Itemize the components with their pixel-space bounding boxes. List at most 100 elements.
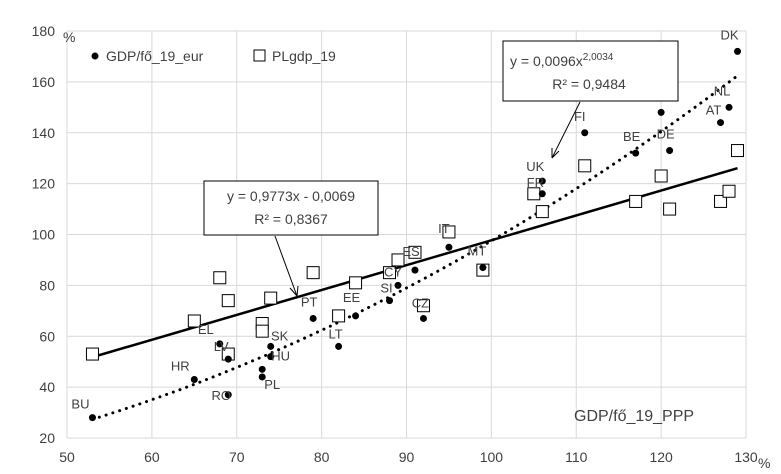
gdp-point bbox=[224, 391, 232, 399]
plgdp-point bbox=[731, 144, 745, 158]
legend-marker-plgdp bbox=[253, 49, 266, 62]
gdp-point bbox=[267, 353, 275, 361]
legend-label-gdp: GDP/fő_19_eur bbox=[106, 48, 204, 64]
power-callout-arrowhead bbox=[551, 148, 560, 159]
plgdp-point bbox=[578, 159, 592, 173]
linear-equation-box: y = 0,9773x - 0,0069 R² = 0,8367 bbox=[203, 180, 379, 297]
x-tick-label: 60 bbox=[144, 449, 160, 465]
gdp-point bbox=[666, 147, 674, 155]
point-label: BE bbox=[623, 129, 641, 144]
y-tick-label: 40 bbox=[39, 379, 55, 395]
y-tick-label: 100 bbox=[32, 227, 56, 243]
point-label: UK bbox=[526, 159, 544, 174]
point-label: BU bbox=[71, 397, 89, 412]
axis-ticks: 50 60 70 80 90 100 110 120 130 20 40 60 80 100 120 140 1… bbox=[32, 23, 758, 465]
plgdp-point bbox=[535, 205, 549, 219]
point-label: NL bbox=[714, 83, 731, 98]
plgdp-point bbox=[255, 324, 269, 338]
gdp-point bbox=[352, 312, 360, 320]
y-unit-label: % bbox=[63, 29, 75, 45]
x-axis-title: GDP/fő_19_PPP bbox=[574, 408, 694, 425]
x-tick-label: 100 bbox=[480, 449, 504, 465]
linear-callout-arrowhead bbox=[289, 285, 299, 297]
plgdp-point bbox=[332, 309, 346, 323]
y-tick-label: 160 bbox=[32, 74, 56, 90]
gdp-point bbox=[216, 340, 224, 348]
point-label: LT bbox=[328, 326, 342, 341]
point-label: IT bbox=[438, 221, 450, 236]
plgdp-point bbox=[85, 347, 99, 361]
point-label: RO bbox=[212, 388, 232, 403]
plgdp-point bbox=[442, 225, 456, 239]
gdp-point bbox=[394, 281, 402, 289]
x-tick-label: 70 bbox=[229, 449, 245, 465]
plgdp-point bbox=[187, 314, 201, 328]
gdp-point bbox=[224, 355, 232, 363]
plgdp-point bbox=[213, 271, 227, 285]
gdp-point bbox=[258, 365, 266, 373]
point-label: EL bbox=[198, 322, 214, 337]
plgdp-point bbox=[663, 202, 677, 216]
grid bbox=[66, 30, 747, 439]
x-tick-label: 130 bbox=[734, 449, 758, 465]
gdp-point bbox=[445, 243, 453, 251]
y-tick-label: 120 bbox=[32, 176, 56, 192]
point-label: SI bbox=[380, 281, 392, 296]
y-tick-label: 80 bbox=[39, 277, 55, 293]
point-label: FR bbox=[527, 175, 544, 190]
gdp-point bbox=[190, 375, 198, 383]
plgdp-point bbox=[264, 291, 278, 305]
gdp-point bbox=[717, 119, 725, 127]
point-label: ES bbox=[402, 244, 420, 259]
gdp-point bbox=[267, 342, 275, 350]
point-label: DE bbox=[657, 127, 675, 142]
plgdp-point bbox=[416, 299, 430, 313]
point-label: SK bbox=[271, 328, 289, 343]
power-equation-frame bbox=[502, 40, 679, 102]
point-label: FI bbox=[574, 109, 586, 124]
linear-equation: y = 0,9773x - 0,0069 bbox=[227, 188, 355, 204]
x-unit-label: % bbox=[758, 455, 770, 471]
gdp-point bbox=[386, 297, 394, 305]
legend-marker-gdp bbox=[91, 52, 99, 60]
power-r-squared: R² = 0,9484 bbox=[552, 76, 626, 92]
y-tick-label: 20 bbox=[39, 430, 55, 446]
x-tick-label: 80 bbox=[314, 449, 330, 465]
series-gdp-markers bbox=[88, 47, 742, 422]
point-label: HU bbox=[271, 349, 290, 364]
point-label: LV bbox=[214, 339, 229, 354]
gdp-point bbox=[657, 108, 665, 116]
gdp-point bbox=[309, 314, 317, 322]
gdp-point bbox=[258, 373, 266, 381]
plgdp-point bbox=[391, 253, 405, 267]
point-label: PT bbox=[301, 294, 318, 309]
plgdp-point bbox=[221, 294, 235, 308]
point-label: CY bbox=[384, 264, 402, 279]
plgdp-point bbox=[306, 266, 320, 280]
linear-r-squared: R² = 0,8367 bbox=[254, 211, 328, 227]
gdp-point bbox=[411, 266, 419, 274]
plgdp-point bbox=[722, 184, 736, 198]
x-tick-label: 50 bbox=[59, 449, 75, 465]
power-equation: y = 0,0096x2,0034 bbox=[510, 52, 614, 69]
y-tick-label: 140 bbox=[32, 125, 56, 141]
gdp-point bbox=[734, 47, 742, 55]
point-label: CZ bbox=[412, 295, 429, 310]
plgdp-point bbox=[654, 169, 668, 183]
plgdp-point bbox=[714, 194, 728, 208]
gdp-point bbox=[538, 177, 546, 185]
point-label: MT bbox=[467, 244, 486, 259]
series-plgdp-markers bbox=[85, 144, 745, 361]
linear-equation-frame bbox=[203, 180, 379, 236]
plgdp-point bbox=[349, 276, 363, 290]
plgdp-point bbox=[383, 266, 397, 280]
gdp-point bbox=[725, 103, 733, 111]
point-label: AT bbox=[706, 103, 722, 118]
y-tick-label: 60 bbox=[39, 328, 55, 344]
point-label: DK bbox=[720, 27, 738, 42]
gdp-point bbox=[479, 264, 487, 272]
gdp-point bbox=[581, 129, 589, 137]
power-equation-main: y = 0,0096x bbox=[510, 53, 583, 69]
